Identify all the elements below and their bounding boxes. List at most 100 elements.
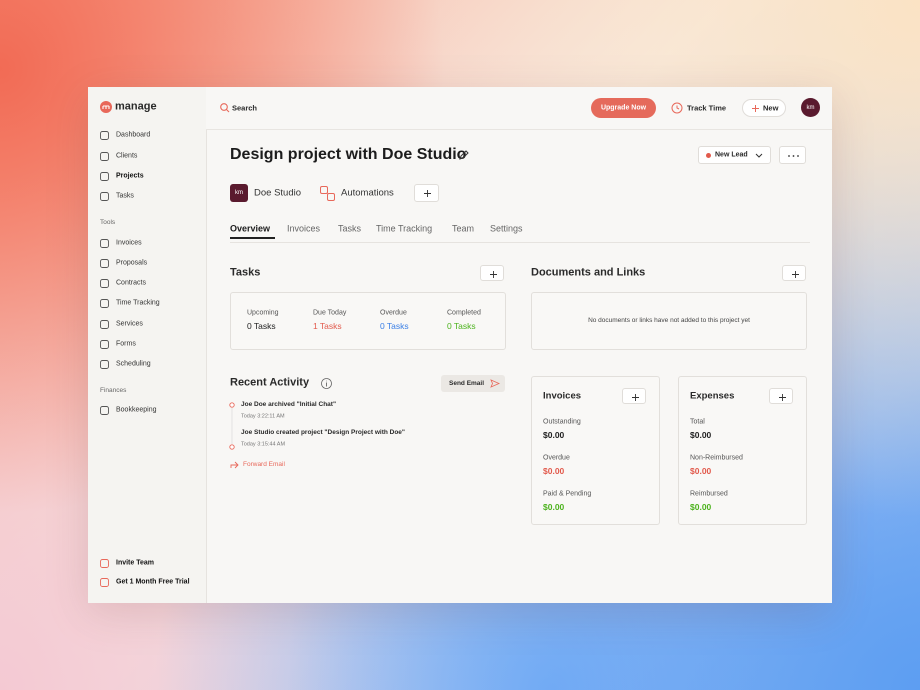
status-dot bbox=[706, 153, 711, 158]
automations-icon bbox=[320, 186, 335, 201]
tab[interactable]: Time Tracking bbox=[376, 223, 433, 234]
activity-time: Today 3:22:11 AM bbox=[241, 413, 285, 420]
plus-icon bbox=[791, 270, 799, 278]
nav-section-label: Finances bbox=[100, 386, 127, 394]
plus-icon bbox=[752, 105, 759, 112]
add-button[interactable] bbox=[769, 388, 793, 404]
nav-icon bbox=[100, 298, 109, 308]
nav-item[interactable]: Get 1 Month Free Trial bbox=[116, 578, 190, 586]
nav-item[interactable]: Time Tracking bbox=[116, 299, 160, 307]
activity-text: Joe Doe archived "Initial Chat" bbox=[241, 400, 337, 408]
activity-text: Joe Studio created project "Design Proje… bbox=[241, 428, 406, 436]
forward-email[interactable]: Forward Email bbox=[243, 460, 285, 468]
row-label: Overdue bbox=[543, 454, 570, 462]
section-title: Documents and Links bbox=[531, 266, 646, 279]
row-label: Paid & Pending bbox=[543, 490, 592, 498]
stat-label: Due Today bbox=[313, 309, 347, 317]
nav-item[interactable]: Proposals bbox=[116, 259, 148, 267]
nav-item[interactable]: Bookkeeping bbox=[116, 406, 157, 414]
project-title: Design project with Doe Studio bbox=[230, 146, 467, 163]
nav-icon bbox=[100, 319, 109, 329]
nav-item[interactable]: Invoices bbox=[116, 239, 142, 247]
stat-label: Overdue bbox=[380, 309, 407, 317]
chevron-icon bbox=[755, 153, 763, 158]
nav-item[interactable]: Projects bbox=[116, 172, 144, 180]
app-window: manage Dashboard Clients Projects Tasks Tool… bbox=[88, 87, 832, 603]
avatar[interactable]: km bbox=[801, 98, 820, 117]
row-value: $0.00 bbox=[543, 465, 565, 476]
empty-state: No documents or links have not added to … bbox=[588, 316, 750, 324]
tab[interactable]: Settings bbox=[490, 223, 523, 234]
tab[interactable]: Invoices bbox=[287, 223, 321, 234]
row-label: Non-Reimbursed bbox=[690, 454, 743, 462]
nav-item[interactable]: Dashboard bbox=[116, 131, 151, 139]
add-button[interactable] bbox=[622, 388, 646, 404]
plus-icon bbox=[489, 270, 497, 278]
add-task-button[interactable] bbox=[480, 265, 504, 281]
client-name[interactable]: Doe Studio bbox=[254, 187, 302, 199]
add-document-button[interactable] bbox=[782, 265, 806, 281]
tab[interactable]: Tasks bbox=[338, 223, 362, 234]
nav-item[interactable]: Invite Team bbox=[116, 559, 154, 567]
send-email-label[interactable]: Send Email bbox=[449, 379, 485, 387]
stat-label: Completed bbox=[447, 309, 481, 317]
nav-item[interactable]: Scheduling bbox=[116, 360, 151, 368]
new-label[interactable]: New bbox=[763, 103, 779, 113]
clock-icon bbox=[671, 102, 683, 114]
sidebar: manage Dashboard Clients Projects Tasks Tool… bbox=[88, 87, 207, 603]
upgrade-label[interactable]: Upgrade Now bbox=[600, 104, 647, 112]
tab[interactable]: Overview bbox=[230, 223, 271, 234]
client-badge-text: km bbox=[235, 190, 243, 196]
edit-icon[interactable] bbox=[458, 149, 470, 161]
add-button[interactable] bbox=[414, 184, 439, 202]
card-title: Expenses bbox=[690, 390, 735, 402]
avatar-initials: km bbox=[806, 104, 815, 111]
status-label[interactable]: New Lead bbox=[715, 151, 748, 159]
logo-text[interactable]: manage bbox=[115, 100, 157, 113]
documents-card: No documents or links have not added to … bbox=[531, 292, 807, 350]
section-title: Recent Activity bbox=[230, 376, 310, 389]
info-icon bbox=[321, 378, 332, 389]
row-value: $0.00 bbox=[690, 429, 712, 440]
stat-value: 1 Tasks bbox=[313, 320, 342, 331]
stat-value: 0 Tasks bbox=[247, 320, 276, 331]
nav-item[interactable]: Clients bbox=[116, 152, 138, 160]
plus-icon bbox=[631, 393, 639, 401]
nav-item[interactable]: Contracts bbox=[116, 279, 146, 287]
dots-icon bbox=[788, 155, 799, 157]
automations[interactable]: Automations bbox=[341, 187, 394, 199]
new-button[interactable]: New bbox=[742, 99, 786, 117]
status-dropdown[interactable]: New Lead bbox=[698, 146, 771, 164]
section-title: Tasks bbox=[230, 266, 261, 279]
tasks-card bbox=[230, 292, 506, 350]
nav-icon bbox=[100, 405, 109, 415]
nav-icon bbox=[100, 238, 109, 248]
nav-item[interactable]: Forms bbox=[116, 340, 136, 348]
logo-icon bbox=[100, 101, 112, 113]
nav-icon bbox=[100, 359, 109, 369]
plus-icon bbox=[778, 393, 786, 401]
row-label: Total bbox=[690, 418, 705, 426]
row-value: $0.00 bbox=[690, 465, 712, 476]
stat-value: 0 Tasks bbox=[380, 320, 409, 331]
more-button[interactable] bbox=[779, 146, 806, 164]
search-icon bbox=[220, 103, 230, 113]
nav-icon bbox=[100, 191, 109, 201]
tab-divider bbox=[230, 242, 810, 243]
search[interactable]: Search bbox=[232, 103, 258, 113]
row-label: Outstanding bbox=[543, 418, 581, 426]
send-email-button[interactable]: Send Email bbox=[441, 375, 505, 392]
stat-value: 0 Tasks bbox=[447, 320, 476, 331]
client-badge: km bbox=[230, 184, 248, 202]
nav-item[interactable]: Services bbox=[116, 320, 143, 328]
nav-icon bbox=[100, 339, 109, 349]
row-value: $0.00 bbox=[543, 429, 565, 440]
nav-icon bbox=[100, 151, 109, 161]
nav-icon bbox=[100, 258, 109, 268]
tab[interactable]: Team bbox=[452, 223, 475, 234]
nav-icon bbox=[100, 130, 109, 140]
nav-item[interactable]: Tasks bbox=[116, 192, 134, 200]
top-bar: Search Upgrade Now Track Time New km bbox=[206, 87, 832, 130]
track-time[interactable]: Track Time bbox=[687, 103, 727, 113]
upgrade-button[interactable]: Upgrade Now bbox=[591, 98, 656, 118]
